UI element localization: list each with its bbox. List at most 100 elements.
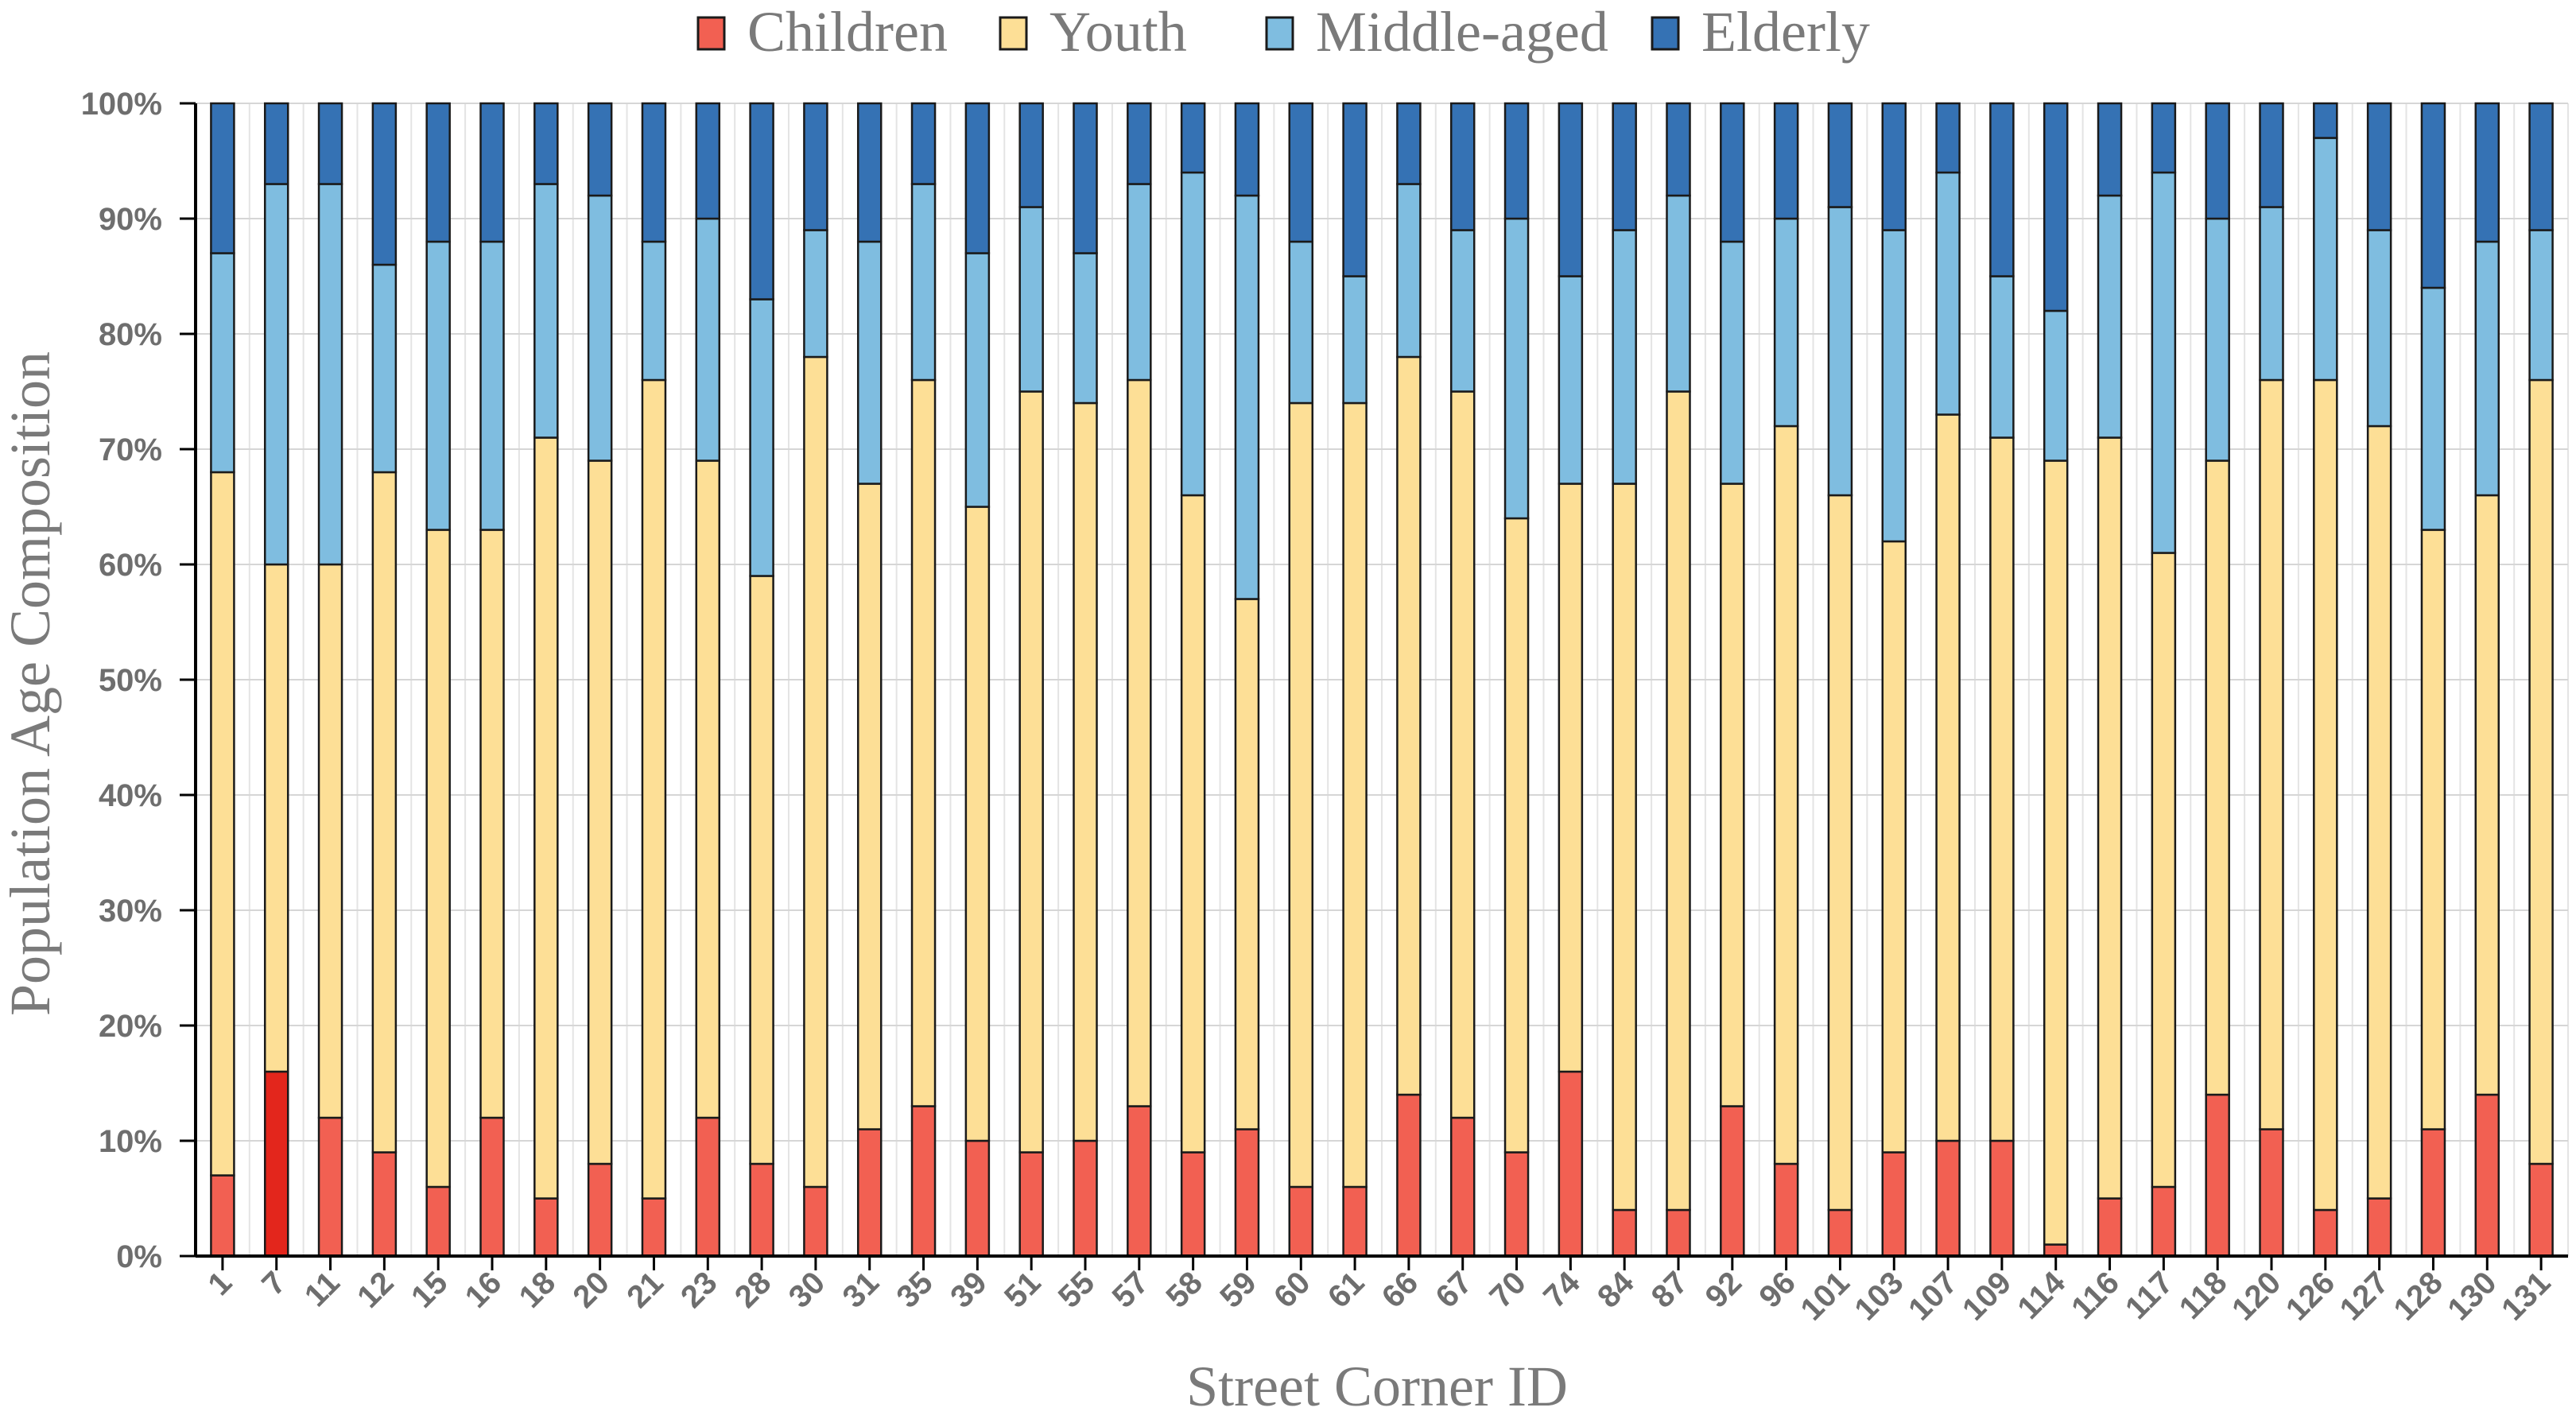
x-tick-label: 101	[1794, 1265, 1856, 1327]
bar-children-58	[1180, 1151, 1206, 1258]
x-tick-label: 130	[2441, 1265, 2503, 1327]
bar-children-70	[1503, 1151, 1530, 1258]
x-tick-label: 61	[1321, 1265, 1371, 1315]
bar-children-127	[2366, 1197, 2392, 1258]
bar-children-126	[2313, 1208, 2338, 1258]
bar-middle-aged-66	[1396, 183, 1422, 359]
bar-youth-7	[263, 563, 289, 1073]
bar-children-20	[587, 1162, 613, 1258]
x-tick-label: 118	[2173, 1265, 2234, 1326]
legend-swatch-middle-aged	[1265, 16, 1294, 51]
bar-youth-87	[1666, 390, 1691, 1212]
bar-middle-aged-55	[1073, 252, 1098, 405]
bar-middle-aged-12	[371, 263, 398, 474]
bar-youth-66	[1396, 355, 1422, 1096]
bar-youth-20	[587, 459, 613, 1165]
x-tick-label: 127	[2334, 1265, 2396, 1327]
bar-children-67	[1449, 1116, 1476, 1258]
y-tick-label: 40%	[99, 778, 162, 813]
y-tick-label: 10%	[99, 1124, 162, 1159]
bar-children-12	[371, 1151, 398, 1258]
x-tick-label: 57	[1106, 1265, 1156, 1315]
x-tick-label: 31	[836, 1265, 886, 1315]
x-tick-label: 66	[1375, 1265, 1426, 1315]
bar-children-23	[695, 1116, 721, 1258]
bar-children-114	[2043, 1243, 2069, 1258]
x-axis-title: Street Corner ID	[1186, 1355, 1568, 1418]
bar-children-60	[1288, 1185, 1314, 1258]
bar-middle-aged-11	[317, 183, 343, 566]
bar-youth-23	[695, 459, 721, 1119]
bar-middle-aged-60	[1288, 240, 1314, 405]
x-tick-label: 23	[674, 1265, 724, 1315]
x-tick-label: 120	[2225, 1265, 2287, 1327]
bar-youth-11	[317, 563, 343, 1119]
bar-youth-126	[2313, 378, 2338, 1212]
bar-middle-aged-67	[1449, 229, 1476, 393]
x-tick-label: 58	[1159, 1265, 1209, 1315]
bar-middle-aged-23	[695, 217, 721, 462]
bar-youth-30	[803, 355, 828, 1188]
bar-youth-58	[1180, 494, 1206, 1154]
bar-children-66	[1396, 1093, 1422, 1258]
bar-elderly-57	[1127, 102, 1152, 185]
bar-youth-16	[479, 529, 505, 1119]
bar-youth-96	[1773, 425, 1799, 1165]
bar-children-57	[1127, 1105, 1152, 1258]
bar-youth-18	[533, 436, 559, 1200]
bar-middle-aged-109	[1989, 275, 2015, 439]
bar-middle-aged-59	[1234, 194, 1260, 600]
bar-middle-aged-118	[2205, 217, 2230, 462]
bar-elderly-28	[749, 102, 774, 300]
bar-middle-aged-61	[1342, 275, 1368, 405]
bar-middle-aged-16	[479, 240, 505, 531]
bar-children-74	[1558, 1070, 1584, 1258]
bar-youth-35	[910, 378, 937, 1107]
bar-youth-107	[1935, 413, 1961, 1142]
bar-youth-84	[1612, 483, 1637, 1212]
bar-children-21	[641, 1197, 667, 1258]
x-tick-label: 51	[998, 1265, 1048, 1315]
bar-elderly-128	[2420, 102, 2446, 289]
bar-elderly-114	[2043, 102, 2069, 312]
bar-children-131	[2528, 1162, 2554, 1258]
x-tick-label: 60	[1267, 1265, 1317, 1315]
x-tick-label: 117	[2119, 1265, 2180, 1326]
bar-elderly-107	[1935, 102, 1961, 174]
bar-elderly-15	[425, 102, 451, 243]
bar-middle-aged-35	[910, 183, 937, 382]
bar-elderly-87	[1666, 102, 1691, 197]
bars	[210, 102, 2554, 1258]
x-tick-label: 55	[1052, 1265, 1102, 1315]
bar-children-16	[479, 1116, 505, 1258]
x-tick-label: 70	[1483, 1265, 1533, 1315]
legend-label-elderly: Elderly	[1701, 0, 1870, 64]
bar-children-130	[2474, 1093, 2500, 1258]
bar-youth-67	[1449, 390, 1476, 1119]
bar-middle-aged-116	[2097, 194, 2123, 439]
bar-youth-1	[210, 471, 235, 1177]
bar-elderly-11	[317, 102, 343, 185]
x-tick-label: 96	[1752, 1265, 1802, 1315]
x-tick-label: 21	[620, 1265, 670, 1315]
bar-elderly-61	[1342, 102, 1368, 277]
bar-children-39	[964, 1139, 991, 1258]
bar-youth-51	[1018, 390, 1044, 1154]
bar-children-51	[1018, 1151, 1044, 1258]
legend-label-children: Children	[747, 0, 948, 64]
x-tick-label: 114	[2011, 1265, 2072, 1326]
bar-middle-aged-96	[1773, 217, 1799, 428]
bar-youth-130	[2474, 494, 2500, 1096]
bar-children-117	[2151, 1185, 2177, 1258]
bar-children-7	[263, 1070, 289, 1258]
x-tick-label: 12	[351, 1265, 401, 1315]
bar-middle-aged-30	[803, 229, 828, 359]
bar-middle-aged-70	[1503, 217, 1530, 520]
bar-middle-aged-114	[2043, 309, 2069, 462]
bar-middle-aged-128	[2420, 286, 2446, 531]
x-tick-label: 116	[2065, 1265, 2126, 1326]
bar-elderly-126	[2313, 102, 2338, 139]
bar-elderly-59	[1234, 102, 1260, 197]
bar-elderly-51	[1018, 102, 1044, 208]
legend: Children Youth Middle-aged Elderly	[696, 0, 1870, 64]
